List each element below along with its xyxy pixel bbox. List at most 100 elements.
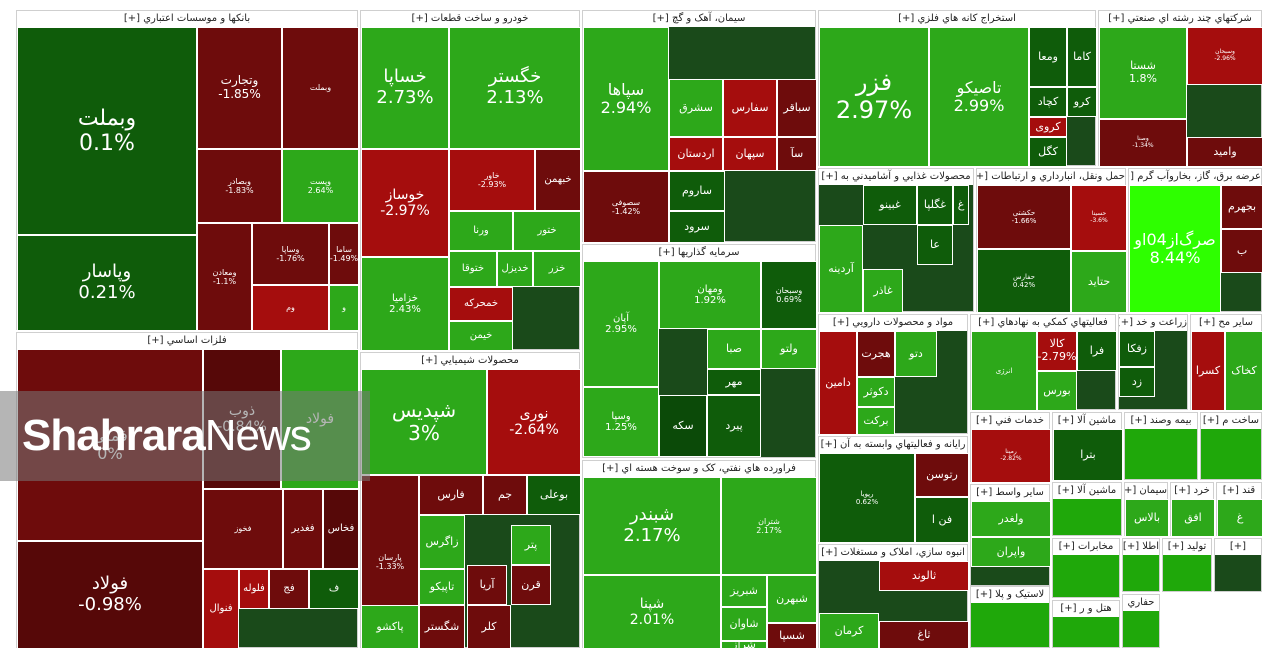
sector-block[interactable]: فلزات اساسي [+]فملی0%فولاد-0.98%ذوب-0.84… [16, 332, 359, 649]
symbol-cell[interactable]: فج [269, 569, 309, 609]
symbol-cell[interactable]: وپاسار 0.21% [17, 235, 197, 331]
symbol-cell[interactable]: وسبحان -2.96% [1187, 27, 1263, 85]
symbol-cell[interactable]: فولاد -0.98% [17, 541, 203, 649]
symbol-cell[interactable]: وتجارت -1.85% [197, 27, 282, 149]
sector-title[interactable]: اطلا [+] [1123, 539, 1159, 556]
symbol-cell[interactable]: فخاس [323, 489, 359, 569]
sector-block[interactable]: خرد [+] افق [1170, 482, 1215, 537]
sector-block[interactable]: سيمان [+] بالاس [1124, 482, 1169, 537]
symbol-cell[interactable]: دامین [819, 331, 857, 435]
sector-title[interactable]: ساير مح [+] [1191, 315, 1261, 332]
sector-title[interactable]: فراورده هاي نفتي، کک و سوخت هسته اي [+] [583, 461, 815, 478]
symbol-cell[interactable]: فارس [419, 475, 483, 515]
sector-block[interactable]: سيمان، آهک و گچ [+] سپاها 2.94% سفارس سشرق سب… [582, 10, 817, 243]
symbol-cell[interactable]: حسینا -3.6% [1071, 185, 1127, 251]
symbol-cell[interactable]: شپدیس 3% [361, 369, 487, 475]
symbol-cell[interactable]: اردستان [669, 137, 723, 171]
sector-title[interactable]: بانکها و موسسات اعتباري [+] [17, 11, 357, 28]
symbol-cell[interactable]: شبهرن [767, 575, 817, 623]
symbol-cell[interactable]: سشرق [669, 79, 723, 137]
sector-title[interactable]: فلزات اساسي [+] [17, 333, 357, 350]
symbol-cell[interactable]: پاکشو [361, 605, 419, 649]
symbol-cell[interactable]: کروی [1029, 117, 1067, 137]
sector-title[interactable]: مواد و محصولات دارويي [+] [819, 315, 967, 332]
symbol-cell[interactable]: کرمان [819, 613, 879, 649]
symbol-cell[interactable]: انرژی [971, 331, 1037, 411]
sector-title[interactable]: خدمات فني [+] [971, 413, 1049, 430]
symbol-cell[interactable]: شتران 2.17% [721, 477, 817, 575]
symbol-cell[interactable]: حتاید [1071, 251, 1127, 313]
symbol-cell[interactable]: بجهرم [1221, 185, 1263, 229]
symbol-cell[interactable]: پتر [511, 525, 551, 565]
symbol-cell[interactable]: ساروم [669, 171, 725, 211]
symbol-cell[interactable]: زفکا [1119, 331, 1155, 367]
sector-block[interactable]: لاستيک و پلا [+] [970, 586, 1050, 648]
symbol-cell[interactable]: سپاها 2.94% [583, 27, 669, 171]
symbol-cell[interactable]: سباقر [777, 79, 817, 137]
symbol-cell[interactable]: سآ [777, 137, 817, 171]
sector-title[interactable]: ماشين آلا [+] [1053, 483, 1121, 500]
symbol-cell[interactable]: رتوسن [915, 453, 969, 497]
sector-block[interactable]: اطلا [+] [1122, 538, 1160, 592]
symbol-cell[interactable]: کرو [1067, 87, 1097, 117]
symbol-cell[interactable]: سفارس [723, 79, 777, 137]
sector-title[interactable]: ساير واسط [+] [971, 485, 1049, 502]
symbol-cell[interactable]: خساپا 2.73% [361, 27, 449, 149]
symbol-cell[interactable]: ومعادن -1.1% [197, 223, 252, 331]
sector-title[interactable]: سيمان، آهک و گچ [+] [583, 11, 815, 28]
sector-title[interactable]: قند [+] [1217, 483, 1261, 500]
sector-block[interactable]: قند [+] غ [1216, 482, 1263, 537]
sector-block[interactable]: فعاليتهاي کمکي به نهادهاي [+] انرژی کالا -2… [970, 314, 1117, 411]
symbol-cell[interactable]: شگستر [419, 605, 465, 649]
symbol-cell[interactable]: ختوقا [449, 251, 497, 287]
symbol-cell[interactable]: برکت [857, 407, 895, 435]
sector-block[interactable]: خودرو و ساخت قطعات [+] خساپا 2.73% خگستر 2.1… [360, 10, 581, 351]
symbol-cell[interactable]: وم [252, 285, 329, 331]
symbol-cell[interactable]: خوساز -2.97% [361, 149, 449, 257]
sector-block[interactable]: استخراج کانه هاي فلزي [+] فزر 2.97% تاصیکو 2… [818, 10, 1097, 167]
sector-title[interactable]: سرمايه گذاريها [+] [583, 245, 815, 262]
symbol-cell[interactable]: بورس [1037, 371, 1077, 411]
symbol-cell[interactable]: سپهان [723, 137, 777, 171]
sector-title[interactable]: سيمان [+] [1125, 483, 1167, 500]
sector-block[interactable]: ساير واسط [+] ولغدر واپران [970, 484, 1051, 586]
sector-title[interactable]: عرضه برق، گاز، بخاروآب گرم [+] [1129, 169, 1261, 186]
symbol-cell[interactable]: فغدير [283, 489, 323, 569]
sector-title[interactable]: لاستيک و پلا [+] [971, 587, 1049, 604]
sector-block[interactable]: [+] [1214, 538, 1262, 592]
symbol-cell[interactable]: ساما -1.49% [329, 223, 359, 285]
symbol-cell[interactable]: خبهمن [535, 149, 581, 211]
symbol-cell[interactable]: تاپیکو [419, 569, 465, 605]
sector-block[interactable]: عرضه برق، گاز، بخاروآب گرم [+] صرگ‌از04او… [1128, 168, 1263, 313]
sector-block[interactable]: سرمايه گذاريها [+] آپان 2.95% ومهان 1.92% وسپ… [582, 244, 817, 458]
symbol-cell[interactable]: شپنا 2.01% [583, 575, 721, 649]
symbol-cell[interactable]: فزر 2.97% [819, 27, 929, 167]
symbol-cell[interactable]: شبریز [721, 575, 767, 607]
symbol-cell[interactable]: دتو [895, 331, 937, 377]
symbol-cell[interactable]: خاور -2.93% [449, 149, 535, 211]
symbol-cell[interactable]: ف [309, 569, 359, 609]
symbol-cell[interactable]: ثاغ [879, 621, 969, 649]
sector-title[interactable]: هتل و ر [+] [1053, 601, 1119, 618]
symbol-cell[interactable]: غبینو [863, 185, 917, 225]
symbol-cell[interactable]: رپویا 0.62% [819, 453, 915, 543]
symbol-cell[interactable]: قرن [511, 565, 551, 605]
sector-block[interactable]: بانکها و موسسات اعتباري [+] وبملت 0.1% وپاس… [16, 10, 359, 331]
sector-title[interactable]: حمل ونقل، انبارداري و ارتباطات [+] [977, 169, 1125, 186]
sector-title[interactable]: زراعت و خد [+] [1119, 315, 1187, 332]
sector-block[interactable]: مخابرات [+] [1052, 538, 1120, 598]
symbol-cell[interactable]: و [329, 285, 359, 331]
sector-block[interactable]: رايانه و فعاليتهاي وابسته به آن [+] رتوسن… [818, 436, 969, 543]
symbol-cell[interactable]: وسبحان 0.69% [761, 261, 817, 329]
symbol-cell[interactable]: کالا -2.79% [1037, 331, 1077, 371]
symbol-cell[interactable]: بوعلی [527, 475, 581, 515]
symbol-cell[interactable]: افق [1171, 499, 1215, 537]
symbol-cell[interactable]: واپران [971, 537, 1051, 567]
sector-block[interactable]: ماشين آلا [+] بترا [1052, 412, 1123, 481]
symbol-cell[interactable]: خمحرکه [449, 287, 513, 321]
symbol-cell[interactable]: شراز [721, 641, 767, 649]
symbol-cell[interactable]: ومعا [1029, 27, 1067, 87]
sector-title[interactable]: مخابرات [+] [1053, 539, 1119, 556]
sector-title[interactable]: ماشين آلا [+] [1053, 413, 1121, 430]
symbol-cell[interactable]: فن ا [915, 497, 969, 543]
